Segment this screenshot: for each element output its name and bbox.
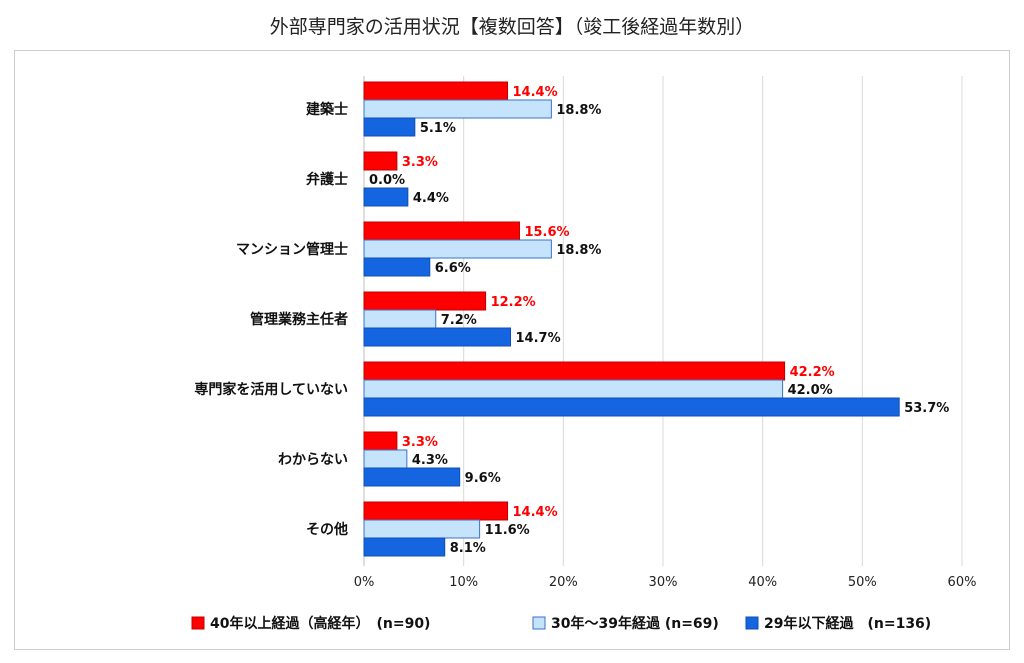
category-label: 専門家を活用していない — [194, 381, 348, 398]
data-label: 14.4% — [513, 505, 558, 520]
x-tick-label: 0% — [354, 575, 375, 590]
bar — [363, 397, 900, 417]
bar — [363, 431, 398, 451]
data-label: 7.2% — [441, 313, 477, 328]
bar — [363, 221, 520, 241]
data-label: 9.6% — [465, 471, 501, 486]
bar — [363, 291, 487, 311]
legend-swatch — [191, 616, 205, 630]
bar — [363, 239, 552, 259]
data-label: 42.2% — [790, 365, 835, 380]
data-label: 18.8% — [556, 103, 601, 118]
bar — [363, 501, 509, 521]
bar — [363, 99, 552, 119]
data-label: 0.0% — [369, 173, 405, 188]
data-label: 14.4% — [513, 85, 558, 100]
category-label: 管理業務主任者 — [250, 311, 348, 328]
bar — [363, 467, 461, 487]
bar — [363, 151, 398, 171]
legend-swatch — [745, 616, 759, 630]
x-tick-label: 40% — [748, 575, 777, 590]
legend-label: 30年～39年経過 (n=69) — [551, 615, 719, 632]
data-label: 4.4% — [413, 191, 449, 206]
data-label: 15.6% — [524, 225, 569, 240]
bar — [363, 449, 408, 469]
x-tick-label: 10% — [449, 575, 478, 590]
bar — [363, 361, 786, 381]
x-tick-label: 30% — [649, 575, 678, 590]
data-label: 11.6% — [485, 523, 530, 538]
data-label: 3.3% — [402, 435, 438, 450]
legend-label: 29年以下経過 (n=136) — [764, 615, 931, 632]
data-label: 6.6% — [435, 261, 471, 276]
bar — [363, 379, 784, 399]
bar — [363, 81, 509, 101]
bar — [363, 537, 446, 557]
data-label: 18.8% — [556, 243, 601, 258]
data-label: 3.3% — [402, 155, 438, 170]
bar — [363, 327, 512, 347]
chart-title: 外部専門家の活用状況【複数回答】（竣工後経過年数別） — [269, 16, 755, 38]
legend-swatch — [532, 616, 546, 630]
x-tick-label: 20% — [549, 575, 578, 590]
data-label: 12.2% — [491, 295, 536, 310]
bar — [363, 309, 437, 329]
data-label: 5.1% — [420, 121, 456, 136]
bar — [363, 117, 416, 137]
data-label: 14.7% — [516, 331, 561, 346]
x-tick-label: 50% — [848, 575, 877, 590]
category-label: その他 — [306, 521, 348, 538]
data-label: 8.1% — [450, 541, 486, 556]
bar — [363, 187, 409, 207]
category-label: わからない — [278, 452, 348, 468]
category-label: 建築士 — [306, 101, 348, 118]
bar — [363, 257, 431, 277]
bar — [363, 519, 481, 539]
chart-frame — [14, 50, 1010, 650]
category-label: 弁護士 — [306, 171, 348, 188]
data-label: 42.0% — [788, 383, 833, 398]
category-label: マンション管理士 — [236, 241, 348, 258]
data-label: 4.3% — [412, 453, 448, 468]
data-label: 53.7% — [904, 401, 949, 416]
x-tick-label: 60% — [948, 575, 977, 590]
legend-label: 40年以上経過（高経年） (n=90) — [210, 615, 430, 632]
